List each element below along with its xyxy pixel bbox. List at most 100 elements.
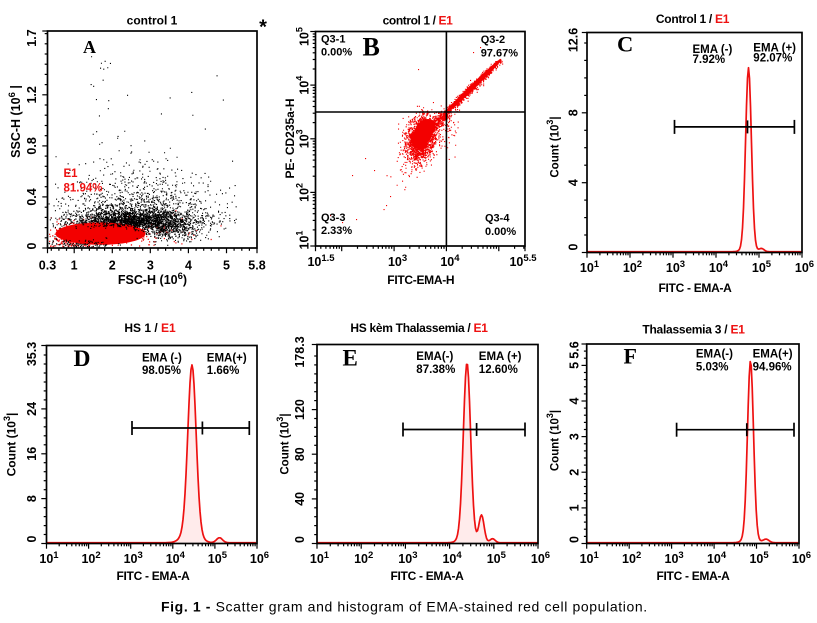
svg-text:Count (103|: Count (103| — [545, 410, 561, 471]
svg-text:106: 106 — [795, 259, 814, 275]
svg-text:EMA (+): EMA (+) — [479, 351, 522, 363]
svg-text:101.5: 101.5 — [307, 253, 335, 269]
svg-text:0.4: 0.4 — [25, 188, 39, 205]
svg-text:4: 4 — [185, 259, 192, 273]
svg-text:*: * — [259, 17, 267, 39]
svg-text:EMA (-): EMA (-) — [693, 44, 733, 56]
svg-text:120: 120 — [293, 399, 307, 420]
svg-text:E1: E1 — [64, 168, 79, 180]
svg-text:35.3: 35.3 — [25, 342, 39, 366]
svg-text:0.8: 0.8 — [25, 137, 39, 154]
svg-text:5.6: 5.6 — [567, 341, 581, 358]
svg-text:104: 104 — [295, 76, 311, 95]
svg-text:Count (103|: Count (103| — [545, 116, 561, 177]
svg-text:105: 105 — [295, 27, 311, 46]
svg-text:EMA (-): EMA (-) — [142, 353, 182, 365]
svg-text:1: 1 — [567, 504, 581, 511]
svg-text:104: 104 — [166, 550, 186, 566]
svg-text:EMA(+): EMA(+) — [207, 353, 247, 365]
svg-text:FSC-H (106): FSC-H (106) — [118, 271, 187, 287]
svg-text:104: 104 — [709, 259, 729, 275]
svg-text:101: 101 — [295, 231, 311, 250]
svg-text:105.5: 105.5 — [509, 253, 537, 269]
svg-text:Count (103|: Count (103| — [275, 413, 291, 474]
svg-text:8: 8 — [566, 109, 580, 116]
svg-text:5: 5 — [567, 362, 581, 369]
svg-text:102: 102 — [623, 259, 642, 275]
svg-text:1: 1 — [71, 259, 78, 273]
svg-text:0.00%: 0.00% — [485, 226, 516, 238]
svg-text:4: 4 — [567, 397, 581, 404]
svg-text:24: 24 — [25, 402, 39, 416]
svg-text:Q3-1: Q3-1 — [321, 34, 345, 46]
svg-text:2: 2 — [109, 259, 116, 273]
svg-text:5.8: 5.8 — [248, 259, 265, 273]
svg-text:HS 1 / E1: HS 1 / E1 — [124, 321, 176, 335]
svg-text:103: 103 — [665, 550, 684, 566]
svg-text:0: 0 — [293, 536, 307, 543]
svg-text:7.92%: 7.92% — [693, 54, 726, 66]
svg-text:FITC - EMA-A: FITC - EMA-A — [656, 569, 730, 583]
svg-text:103: 103 — [388, 253, 407, 269]
svg-text:5: 5 — [223, 259, 230, 273]
svg-text:101: 101 — [580, 550, 600, 566]
svg-text:Fig. 1 - Scatter gram and hist: Fig. 1 - Scatter gram and histogram of E… — [161, 599, 648, 615]
svg-text:12.6: 12.6 — [566, 28, 580, 52]
svg-text:3: 3 — [147, 259, 154, 273]
svg-text:control 1: control 1 — [127, 14, 178, 28]
svg-text:2: 2 — [567, 469, 581, 476]
svg-text:106: 106 — [531, 550, 550, 566]
svg-text:FITC - EMA-A: FITC - EMA-A — [390, 569, 464, 583]
svg-text:104: 104 — [707, 550, 727, 566]
svg-text:80: 80 — [293, 447, 307, 461]
svg-text:101: 101 — [580, 259, 600, 275]
svg-text:Thalassemia 3 / E1: Thalassemia 3 / E1 — [642, 323, 745, 337]
svg-text:HS kèm Thalassemia / E1: HS kèm Thalassemia / E1 — [350, 321, 488, 335]
svg-text:C: C — [617, 32, 633, 57]
svg-text:B: B — [363, 33, 380, 62]
svg-text:0: 0 — [25, 535, 39, 542]
svg-text:Q3-2: Q3-2 — [481, 34, 505, 46]
svg-text:105: 105 — [749, 550, 769, 566]
svg-text:3: 3 — [567, 433, 581, 440]
svg-text:Q3-3: Q3-3 — [321, 212, 345, 224]
svg-text:105: 105 — [208, 550, 228, 566]
svg-text:control 1 / E1: control 1 / E1 — [383, 14, 453, 28]
svg-text:F: F — [624, 344, 637, 369]
svg-text:SSC-H (106 |: SSC-H (106 | — [7, 85, 23, 158]
svg-text:178.3: 178.3 — [293, 336, 307, 367]
svg-text:106: 106 — [792, 550, 811, 566]
svg-text:98.05%: 98.05% — [142, 365, 181, 377]
svg-text:0: 0 — [566, 243, 580, 250]
svg-text:104: 104 — [440, 253, 460, 269]
svg-text:87.38%: 87.38% — [416, 364, 455, 376]
svg-text:103: 103 — [398, 550, 417, 566]
svg-text:1.7: 1.7 — [25, 29, 39, 46]
svg-text:102: 102 — [295, 183, 311, 202]
svg-text:0.3: 0.3 — [39, 259, 56, 273]
svg-text:102: 102 — [622, 550, 641, 566]
svg-text:EMA (+): EMA (+) — [753, 43, 796, 55]
svg-text:101: 101 — [310, 550, 330, 566]
svg-text:8: 8 — [25, 495, 39, 502]
svg-text:FITC-EMA-H: FITC-EMA-H — [387, 273, 454, 287]
svg-text:EMA(-): EMA(-) — [696, 349, 733, 361]
svg-text:12.60%: 12.60% — [479, 364, 518, 376]
svg-text:101: 101 — [39, 550, 59, 566]
svg-text:EMA(-): EMA(-) — [416, 351, 453, 363]
svg-text:E: E — [343, 346, 358, 371]
svg-text:FITC - EMA-A: FITC - EMA-A — [658, 281, 732, 295]
svg-text:2.33%: 2.33% — [321, 225, 352, 237]
svg-text:0: 0 — [567, 536, 581, 543]
svg-text:FITC - EMA-A: FITC - EMA-A — [116, 569, 190, 583]
svg-text:PE- CD235a-H: PE- CD235a-H — [283, 98, 297, 178]
svg-text:97.67%: 97.67% — [481, 48, 519, 60]
svg-text:105: 105 — [752, 259, 772, 275]
svg-text:0: 0 — [25, 242, 39, 249]
svg-text:92.07%: 92.07% — [753, 53, 792, 65]
svg-text:102: 102 — [354, 550, 373, 566]
svg-text:Count (103|: Count (103| — [2, 413, 18, 477]
svg-text:103: 103 — [124, 550, 143, 566]
svg-text:1.66%: 1.66% — [207, 365, 240, 377]
svg-text:94.96%: 94.96% — [753, 362, 792, 374]
